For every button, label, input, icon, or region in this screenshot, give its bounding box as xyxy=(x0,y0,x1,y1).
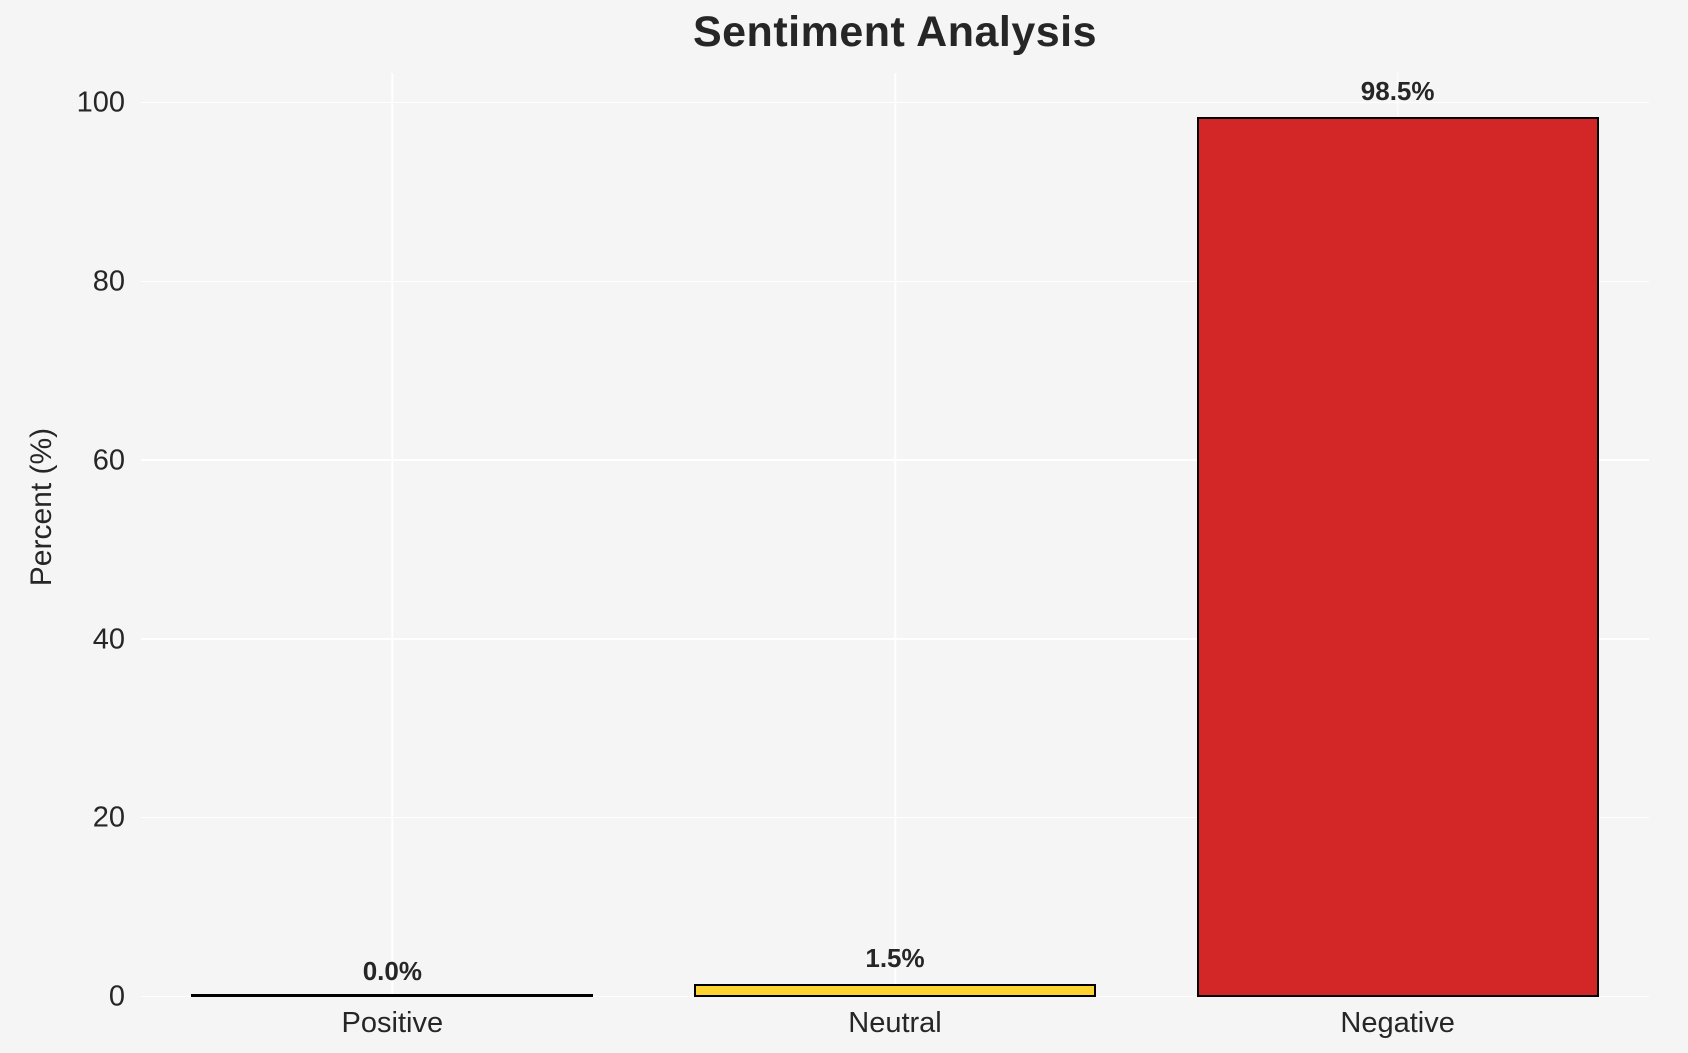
x-tick-label-positive: Positive xyxy=(341,1007,444,1039)
y-tick-label: 40 xyxy=(92,623,125,656)
chart-title: Sentiment Analysis xyxy=(692,8,1098,56)
y-tick-label: 60 xyxy=(92,444,125,477)
bar-value-label: 0.0% xyxy=(362,956,422,986)
gridline-vertical xyxy=(391,73,394,997)
x-tick-label-neutral: Neutral xyxy=(848,1007,942,1039)
x-tick-labels: Positive Neutral Negative xyxy=(141,1007,1649,1047)
y-tick-label: 80 xyxy=(92,265,125,298)
bar-value-label: 1.5% xyxy=(865,942,925,973)
x-tick-label-negative: Negative xyxy=(1340,1007,1455,1039)
bar-negative xyxy=(1196,116,1599,997)
gridline-vertical xyxy=(894,73,896,997)
y-tick-label: 20 xyxy=(92,801,125,834)
y-tick-labels: 0 20 40 60 80 100 xyxy=(0,73,125,1011)
bar-neutral xyxy=(693,983,1097,997)
bar-positive xyxy=(191,994,594,997)
y-tick-label: 0 xyxy=(108,980,125,1013)
bar-value-label: 98.5% xyxy=(1360,75,1435,106)
plot-area: 0.0% 1.5% 98.5% xyxy=(141,73,1649,997)
y-tick-label: 100 xyxy=(76,86,125,119)
